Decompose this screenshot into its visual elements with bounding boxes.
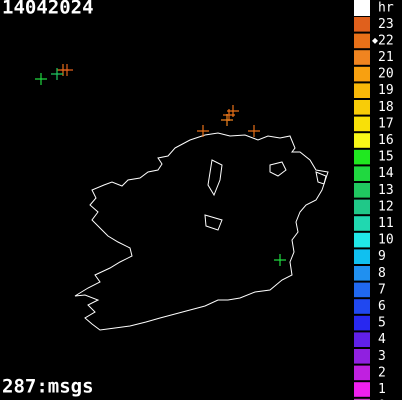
legend-swatch bbox=[354, 315, 370, 331]
legend-swatch bbox=[354, 382, 370, 397]
legend-swatch bbox=[354, 249, 370, 264]
legend-label: 4 bbox=[378, 332, 386, 347]
strike-marker bbox=[197, 125, 209, 137]
legend-label: 8 bbox=[378, 266, 386, 281]
legend-label: 23 bbox=[378, 17, 394, 32]
legend-swatch bbox=[354, 33, 370, 49]
legend-label: 2 bbox=[378, 365, 386, 380]
legend-label: 3 bbox=[378, 349, 386, 364]
strikes bbox=[35, 64, 286, 266]
current-hour-marker bbox=[372, 37, 378, 44]
legend-swatch bbox=[354, 365, 370, 381]
legend-label: 6 bbox=[378, 299, 386, 314]
legend-swatch bbox=[354, 66, 370, 82]
legend-swatch bbox=[354, 199, 370, 215]
coastline bbox=[74, 132, 329, 331]
legend-header: hr bbox=[378, 1, 394, 16]
legend-swatch bbox=[354, 149, 370, 165]
legend-label: 18 bbox=[378, 100, 394, 115]
legend-swatch bbox=[354, 183, 370, 198]
date-title: 14042024 bbox=[2, 0, 94, 19]
legend-swatch bbox=[354, 17, 370, 32]
legend-label: 9 bbox=[378, 249, 386, 264]
legend-label: 20 bbox=[378, 67, 394, 82]
message-count: 287:msgs bbox=[2, 376, 94, 398]
legend-label: 13 bbox=[378, 183, 394, 198]
legend: 23222120191817161514131211109876543210 bbox=[354, 17, 394, 400]
legend-header-swatch bbox=[354, 0, 370, 16]
legend-swatch bbox=[354, 133, 370, 148]
strike-marker bbox=[51, 68, 63, 80]
legend-label: 15 bbox=[378, 150, 394, 165]
legend-label: 11 bbox=[378, 216, 394, 231]
legend-swatch bbox=[354, 332, 370, 347]
legend-label: 0 bbox=[378, 399, 386, 400]
strike-marker bbox=[223, 109, 235, 121]
strike-marker bbox=[35, 73, 47, 85]
legend-swatch bbox=[354, 216, 370, 231]
strike-marker bbox=[248, 125, 260, 137]
legend-swatch bbox=[354, 398, 370, 400]
legend-swatch bbox=[354, 266, 370, 281]
legend-label: 10 bbox=[378, 233, 394, 248]
legend-label: 17 bbox=[378, 116, 394, 131]
legend-swatch bbox=[354, 83, 370, 98]
legend-label: 5 bbox=[378, 316, 386, 331]
strike-marker bbox=[274, 254, 286, 266]
legend-label: 21 bbox=[378, 50, 394, 65]
legend-label: 14 bbox=[378, 166, 394, 181]
legend-swatch bbox=[354, 50, 370, 65]
legend-swatch bbox=[354, 116, 370, 132]
legend-label: 1 bbox=[378, 382, 386, 397]
legend-label: 22 bbox=[378, 33, 394, 48]
legend-swatch bbox=[354, 166, 370, 181]
strike-marker bbox=[61, 64, 73, 76]
legend-swatch bbox=[354, 299, 370, 314]
legend-label: 12 bbox=[378, 199, 394, 214]
legend-swatch bbox=[354, 232, 370, 248]
legend-label: 19 bbox=[378, 83, 394, 98]
legend-swatch bbox=[354, 100, 370, 115]
legend-label: 16 bbox=[378, 133, 394, 148]
legend-swatch bbox=[354, 349, 370, 364]
legend-label: 7 bbox=[378, 282, 386, 297]
strike-marker bbox=[221, 114, 233, 126]
legend-swatch bbox=[354, 282, 370, 298]
